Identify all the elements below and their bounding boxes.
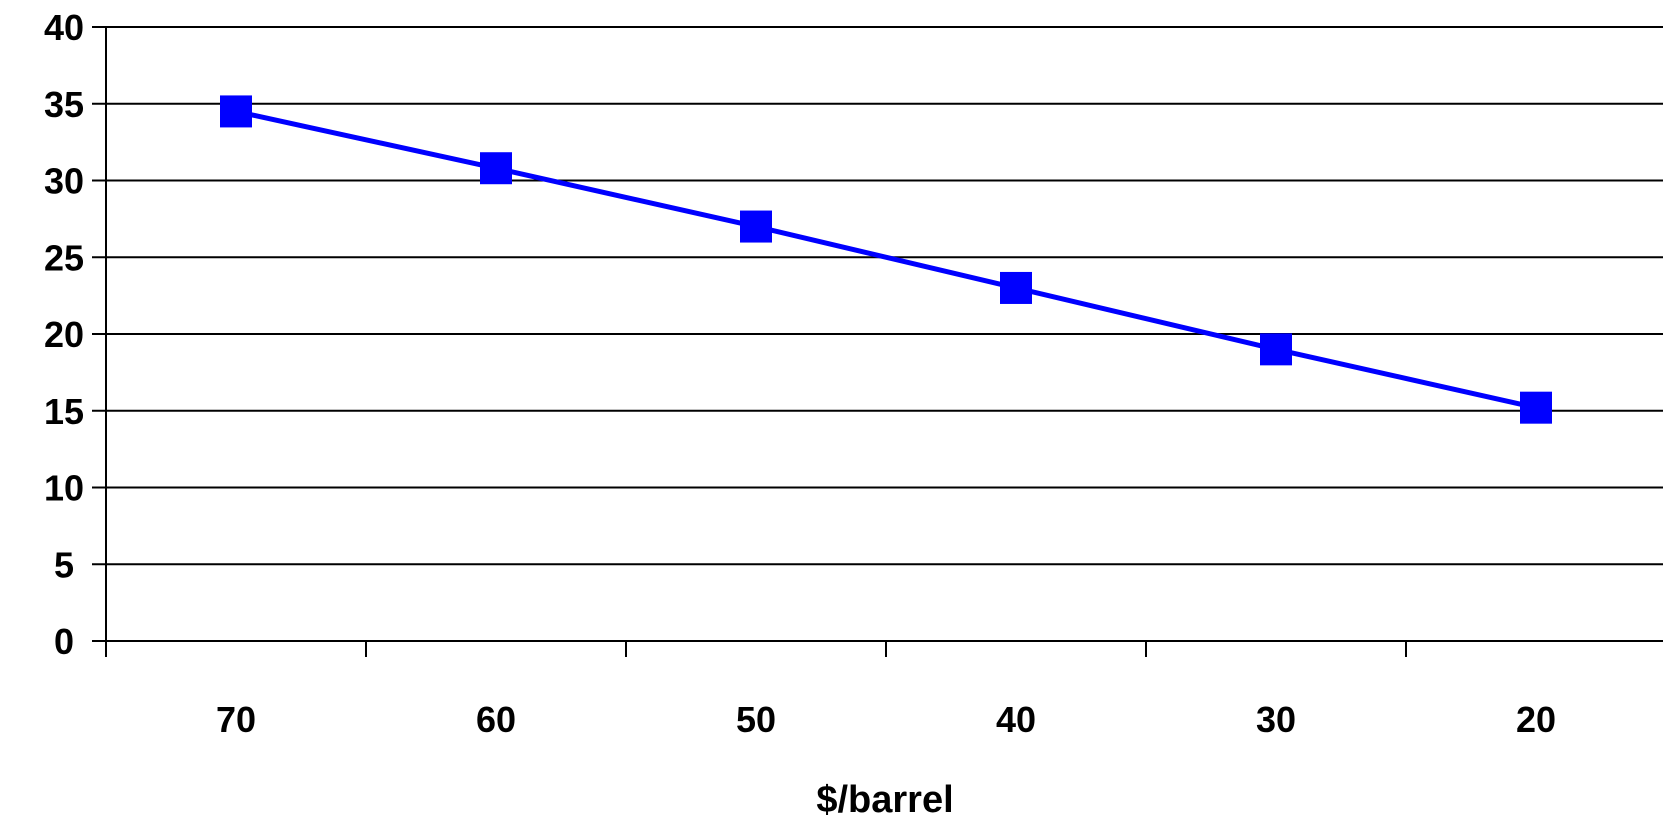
x-tick-label: 50: [736, 699, 776, 740]
x-axis-title: $/barrel: [816, 779, 953, 821]
data-point-marker: [480, 152, 512, 185]
y-tick-label: 0: [54, 621, 74, 662]
y-tick-label: 10: [44, 468, 84, 509]
x-tick-labels: 70 60 50 40 30 20: [216, 699, 1556, 740]
data-point-marker: [1520, 391, 1552, 424]
y-tick-label: 5: [54, 544, 74, 585]
y-tick-label: 15: [44, 391, 84, 432]
x-tick-label: 70: [216, 699, 256, 740]
y-tick-label: 40: [44, 7, 84, 48]
x-tick-label: 30: [1256, 699, 1296, 740]
y-tick-labels: 0 5 10 15 20 25 30 35 40: [44, 7, 84, 662]
data-point-marker: [1000, 271, 1032, 304]
y-tick-label: 20: [44, 314, 84, 355]
y-tick-label: 25: [44, 237, 84, 278]
data-point-marker: [740, 210, 772, 243]
x-tick-label: 20: [1516, 699, 1556, 740]
y-tick-label: 35: [44, 84, 84, 125]
axes: [92, 26, 1663, 657]
series-line: [235, 108, 1537, 411]
x-tick-label: 40: [996, 699, 1036, 740]
data-series: [220, 95, 1552, 424]
gridlines: [106, 26, 1663, 566]
x-tick-label: 60: [476, 699, 516, 740]
data-point-marker: [1260, 333, 1292, 366]
y-tick-label: 30: [44, 161, 84, 202]
data-point-marker: [220, 95, 252, 128]
